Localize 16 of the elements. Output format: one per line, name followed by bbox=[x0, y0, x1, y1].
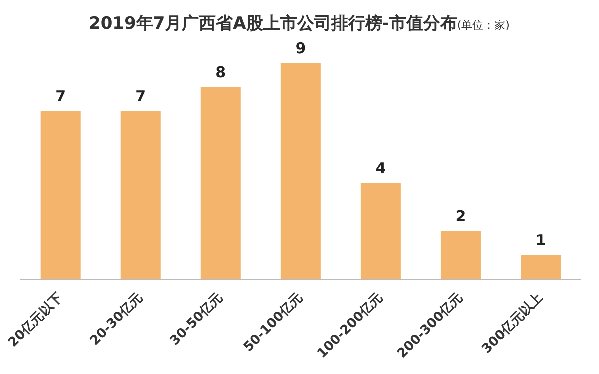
bar bbox=[520, 255, 561, 280]
data-label: 9 bbox=[296, 39, 306, 58]
data-label: 1 bbox=[536, 232, 546, 250]
bar bbox=[280, 63, 321, 280]
data-label: 8 bbox=[216, 63, 226, 82]
bar bbox=[360, 183, 401, 280]
data-label: 4 bbox=[376, 160, 386, 178]
data-label: 7 bbox=[136, 87, 146, 106]
data-label: 2 bbox=[456, 208, 466, 226]
bar bbox=[440, 231, 481, 280]
chart-subtitle: (单位：家) bbox=[457, 19, 510, 32]
bar bbox=[40, 111, 81, 280]
data-label: 7 bbox=[56, 87, 66, 106]
bar bbox=[200, 87, 241, 280]
bar bbox=[120, 111, 161, 280]
chart-title: 2019年7月广西省A股上市公司排行榜-市值分布 bbox=[89, 14, 458, 34]
